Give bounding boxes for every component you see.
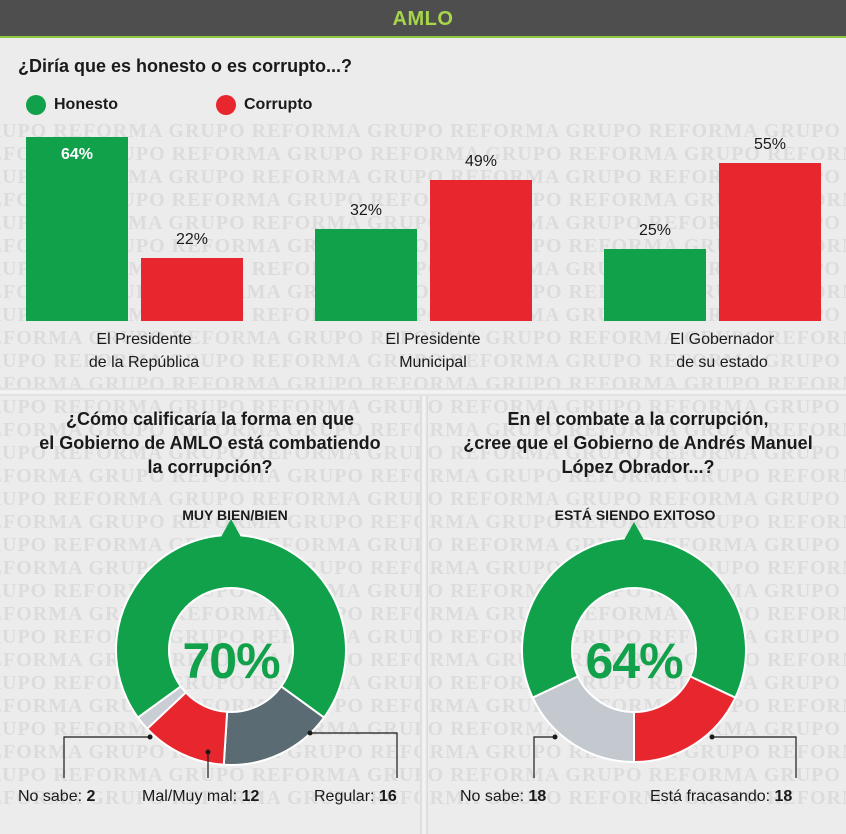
donut-right-highlight-label: ESTÁ SIENDO EXITOSO — [554, 507, 716, 523]
leader-line-left-nosabe — [63, 736, 150, 778]
footer-left-regular-label: Regular: — [314, 788, 375, 805]
footer-left-nosabe-label: No sabe: — [18, 788, 83, 805]
bar-corrupto-1 — [430, 180, 532, 321]
legend-label-honesto: Honesto — [54, 96, 118, 113]
footer-right-fracasando: Está fracasando: 18 — [650, 788, 792, 806]
footer-right-fracasando-value: 18 — [774, 788, 793, 805]
legend-dot-honesto — [26, 95, 46, 115]
footer-left-mal-label: Mal/Muy mal: — [142, 788, 238, 805]
leader-dot-left-nosabe — [147, 734, 153, 740]
footer-right-nosabe-label: No sabe: — [460, 788, 525, 805]
leader-line-right-fracasando — [712, 736, 797, 778]
category-label: El Presidente Municipal — [333, 328, 533, 374]
footer-left-nosabe: No sabe: 2 — [18, 788, 95, 806]
header-bar: AMLO — [0, 0, 846, 38]
donut-right-pointer — [624, 522, 644, 540]
donut-left-highlight-label: MUY BIEN/BIEN — [182, 507, 288, 523]
bar-value-label: 32% — [349, 202, 383, 219]
bar-value-label: 22% — [175, 230, 209, 248]
donut-right-slice-est-siendo-exitoso — [521, 537, 747, 700]
question-success-line-2: ¿cree que el Gobierno de Andrés Manuel — [463, 433, 813, 453]
footer-left-mal-value: 12 — [241, 788, 260, 805]
footer-left-regular: Regular: 16 — [314, 788, 397, 806]
divider-horizontal — [0, 388, 846, 396]
donut-right-center-value: 64% — [585, 633, 683, 689]
category-label-line: El Gobernador — [669, 331, 775, 348]
question-success: En el combate a la corrupción, ¿cree que… — [430, 407, 846, 479]
leader-line-right-nosabe — [533, 736, 555, 778]
bar-value-label: 55% — [753, 135, 787, 153]
question-rating-line-3: la corrupción? — [147, 457, 273, 477]
bar-honesto-2 — [604, 249, 706, 321]
leader-dot-right-fracasando — [709, 734, 715, 740]
donut-left-slice-no-sabe — [136, 685, 188, 731]
category-label-line: de su estado — [676, 354, 768, 371]
bar-value-label: 25% — [638, 222, 672, 240]
page-title: AMLO — [392, 8, 454, 30]
category-label: El Gobernador de su estado — [622, 328, 822, 374]
donut-left-slice-muy-bien-bien — [115, 534, 347, 719]
donut-left-center-value: 70% — [182, 633, 280, 689]
category-label-line: Municipal — [399, 354, 467, 371]
footer-left-regular-value: 16 — [378, 788, 397, 805]
bar-value-label: 49% — [464, 153, 498, 171]
legend-item-honesto: Honesto — [26, 93, 118, 117]
question-rating-line-2: el Gobierno de AMLO está combatiendo — [39, 433, 381, 453]
donut-left-pointer — [221, 519, 241, 537]
question-rating-line-1: ¿Cómo calificaría la forma en que — [65, 409, 355, 429]
leader-dot-right-nosabe — [552, 734, 558, 740]
leader-dot-left-regular — [307, 730, 313, 736]
footer-left-mal: Mal/Muy mal: 12 — [142, 788, 259, 806]
bar-corrupto-0 — [141, 257, 243, 321]
category-label-line: de la República — [88, 354, 200, 371]
divider-vertical — [420, 396, 428, 834]
bar-honesto-1 — [315, 229, 417, 321]
legend-item-corrupto: Corrupto — [216, 93, 312, 117]
category-label-line: El Presidente — [96, 331, 192, 348]
legend-dot-corrupto — [216, 95, 236, 115]
leader-line-left-regular — [310, 732, 398, 778]
donut-right-slice-no-sabe — [531, 675, 635, 764]
question-success-line-3: López Obrador...? — [561, 457, 715, 477]
question-honest-corrupt: ¿Diría que es honesto o es corrupto...? — [18, 56, 353, 76]
bar-corrupto-2 — [719, 162, 821, 321]
footer-left-nosabe-value: 2 — [86, 788, 96, 805]
bar-value-label: 64% — [60, 146, 94, 163]
question-success-line-1: En el combate a la corrupción, — [507, 409, 769, 429]
category-label: El Presidente de la República — [44, 328, 244, 374]
footer-right-nosabe-value: 18 — [528, 788, 547, 805]
footer-right-nosabe: No sabe: 18 — [460, 788, 546, 806]
leader-dot-left-mal — [205, 749, 211, 755]
question-rating: ¿Cómo calificaría la forma en que el Gob… — [10, 407, 410, 479]
legend-label-corrupto: Corrupto — [244, 96, 313, 113]
bar-honesto-0 — [26, 137, 128, 321]
footer-right-fracasando-label: Está fracasando: — [650, 788, 771, 805]
category-label-line: El Presidente — [385, 331, 481, 348]
